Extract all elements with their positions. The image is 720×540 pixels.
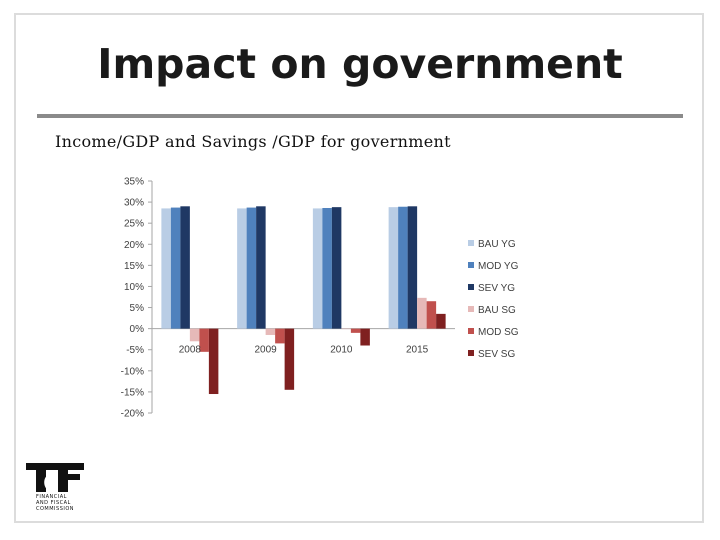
bar (246, 207, 257, 329)
chart-subtitle: Income/GDP and Savings /GDP for governme… (55, 132, 451, 151)
y-tick-label: 0% (130, 324, 145, 335)
bar (417, 297, 427, 329)
x-category-label: 2008 (179, 345, 202, 356)
bar (208, 328, 219, 395)
bar (284, 328, 295, 390)
bar (322, 207, 332, 329)
bar (350, 328, 361, 333)
legend-swatch (468, 240, 474, 246)
legend-label: SEV SG (478, 349, 515, 360)
y-tick-label: -20% (121, 409, 144, 420)
bar (180, 206, 190, 329)
legend-label: SEV YG (478, 283, 515, 294)
x-category-label: 2009 (255, 345, 278, 356)
legend-label: BAU SG (478, 305, 516, 316)
slide-frame (14, 13, 704, 523)
y-tick-label: 30% (124, 198, 144, 209)
bar (256, 206, 266, 329)
x-category-label: 2015 (406, 345, 429, 356)
bar (341, 328, 351, 330)
bar (170, 207, 181, 329)
bar (398, 206, 408, 329)
y-tick-label: 25% (124, 219, 144, 230)
tfc-logo-icon (26, 463, 84, 492)
slide-title: Impact on government (97, 40, 623, 88)
title-divider (37, 114, 683, 118)
logo-line: FINANCIAL (36, 494, 67, 500)
x-category-label: 2010 (330, 345, 353, 356)
y-tick-label: 35% (124, 177, 144, 188)
bar (312, 208, 323, 329)
bar (265, 328, 276, 335)
bar (199, 328, 209, 352)
bar (436, 313, 446, 329)
legend-swatch (468, 328, 474, 334)
bar (360, 328, 370, 346)
bar (161, 208, 171, 329)
legend-swatch (468, 350, 474, 356)
bar (388, 207, 399, 329)
y-tick-label: -15% (121, 387, 144, 398)
legend-swatch (468, 262, 474, 268)
bar (189, 328, 200, 342)
bar (237, 208, 247, 329)
logo-line: AND FISCAL (36, 500, 71, 506)
bar (331, 207, 342, 329)
bar (407, 206, 418, 329)
y-tick-label: 10% (124, 282, 144, 293)
legend-swatch (468, 284, 474, 290)
legend-swatch (468, 306, 474, 312)
bar (426, 301, 437, 329)
legend-label: BAU YG (478, 239, 516, 250)
legend-label: MOD SG (478, 327, 519, 338)
logo-text: FINANCIAL AND FISCAL COMMISSION (36, 494, 74, 512)
y-tick-label: 20% (124, 240, 144, 251)
y-tick-label: -5% (126, 345, 144, 356)
logo-line: COMMISSION (36, 506, 75, 512)
y-tick-label: 15% (124, 261, 144, 272)
legend-label: MOD YG (478, 261, 519, 272)
y-tick-label: -10% (121, 366, 144, 377)
y-tick-label: 5% (130, 303, 145, 314)
bar (275, 328, 285, 344)
